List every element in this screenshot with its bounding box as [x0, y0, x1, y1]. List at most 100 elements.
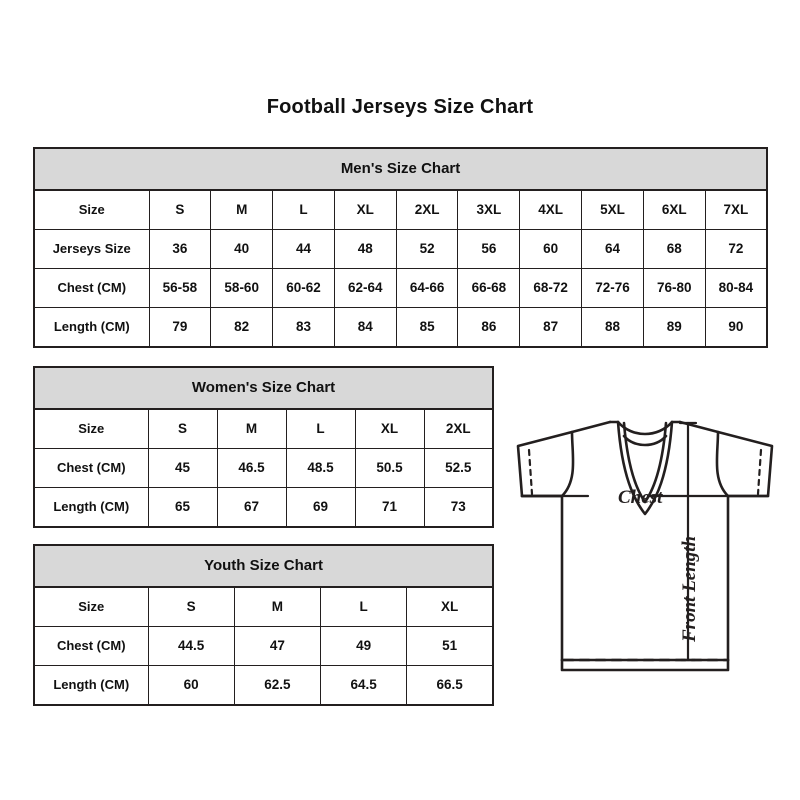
table-row: Length (CM) 79 82 83 84 85 86 87 88 89 9…: [33, 307, 768, 348]
tshirt-measurement-diagram: Chest Front Length: [500, 392, 790, 692]
table-cell: 66-68: [457, 268, 521, 308]
row-label: Length (CM): [33, 487, 149, 528]
table-cell: 85: [395, 307, 459, 348]
youth-table-title: Youth Size Chart: [33, 544, 494, 588]
column-header-m: M: [233, 586, 322, 627]
womens-size-chart-table: Women's Size Chart Size S M L XL 2XL Che…: [33, 366, 495, 528]
table-row: Chest (CM) 45 46.5 48.5 50.5 52.5: [33, 448, 494, 488]
table-cell: 72-76: [581, 268, 644, 308]
table-title-row: Youth Size Chart: [33, 544, 494, 588]
table-cell: 87: [519, 307, 583, 348]
table-cell: 88: [581, 307, 644, 348]
column-header-6xl: 6XL: [642, 189, 706, 230]
table-cell: 65: [147, 487, 218, 528]
left-armhole-seam: [560, 430, 575, 498]
table-cell: 58-60: [210, 268, 274, 308]
front-length-label: Front Length: [679, 536, 700, 643]
table-title-row: Men's Size Chart: [33, 147, 768, 191]
table-cell: 52.5: [423, 448, 494, 488]
table-cell: 47: [233, 626, 322, 666]
table-row: Jerseys Size 36 40 44 48 52 56 60 64 68 …: [33, 229, 768, 269]
column-header-size: Size: [33, 408, 149, 449]
column-header-l: L: [285, 408, 356, 449]
table-cell: 60: [147, 665, 235, 706]
table-cell: 44.5: [147, 626, 235, 666]
mens-table-title: Men's Size Chart: [33, 147, 768, 191]
mens-size-chart-table: Men's Size Chart Size S M L XL 2XL 3XL 4…: [33, 147, 769, 348]
table-cell: 71: [354, 487, 425, 528]
row-label: Jerseys Size: [33, 229, 150, 269]
table-row: Chest (CM) 44.5 47 49 51: [33, 626, 494, 666]
column-header-2xl: 2XL: [423, 408, 494, 449]
table-row: Length (CM) 65 67 69 71 73: [33, 487, 494, 528]
table-cell: 40: [210, 229, 274, 269]
column-header-m: M: [210, 189, 274, 230]
row-label: Chest (CM): [33, 626, 149, 666]
table-cell: 48.5: [285, 448, 356, 488]
column-header-xl: XL: [406, 586, 494, 627]
table-cell: 48: [333, 229, 397, 269]
table-cell: 56-58: [148, 268, 212, 308]
column-header-s: S: [147, 586, 235, 627]
neckline-inner: [622, 421, 668, 504]
table-cell: 62.5: [233, 665, 322, 706]
row-label: Chest (CM): [33, 448, 149, 488]
table-header-row: Size S M L XL 2XL: [33, 408, 494, 449]
table-cell: 66.5: [406, 665, 494, 706]
column-header-4xl: 4XL: [519, 189, 583, 230]
table-header-row: Size S M L XL 2XL 3XL 4XL 5XL 6XL 7XL: [33, 189, 768, 230]
column-header-5xl: 5XL: [581, 189, 644, 230]
table-cell: 56: [457, 229, 521, 269]
column-header-m: M: [216, 408, 287, 449]
right-armhole-seam: [715, 430, 730, 498]
column-header-2xl: 2XL: [395, 189, 459, 230]
table-cell: 64-66: [395, 268, 459, 308]
table-cell: 45: [147, 448, 218, 488]
table-cell: 67: [216, 487, 287, 528]
womens-table-title: Women's Size Chart: [33, 366, 494, 410]
table-cell: 44: [272, 229, 335, 269]
table-cell: 69: [285, 487, 356, 528]
chest-label: Chest: [618, 487, 663, 508]
left-cuff-stitch-dashed: [527, 448, 534, 496]
youth-size-chart-table: Youth Size Chart Size S M L XL Chest (CM…: [33, 544, 495, 706]
table-cell: 64: [581, 229, 644, 269]
table-cell: 68: [642, 229, 706, 269]
page-title: Football Jerseys Size Chart: [266, 96, 534, 118]
table-header-row: Size S M L XL: [33, 586, 494, 627]
table-cell: 68-72: [519, 268, 583, 308]
neckline-outer: [616, 420, 674, 516]
table-cell: 62-64: [333, 268, 397, 308]
row-label: Length (CM): [33, 665, 149, 706]
table-cell: 36: [148, 229, 212, 269]
table-cell: 64.5: [319, 665, 408, 706]
table-cell: 80-84: [704, 268, 768, 308]
column-header-3xl: 3XL: [457, 189, 521, 230]
table-cell: 90: [704, 307, 768, 348]
table-cell: 46.5: [216, 448, 287, 488]
table-cell: 50.5: [354, 448, 425, 488]
column-header-s: S: [147, 408, 218, 449]
table-cell: 89: [642, 307, 706, 348]
table-cell: 60-62: [272, 268, 335, 308]
column-header-xl: XL: [333, 189, 397, 230]
table-cell: 83: [272, 307, 335, 348]
table-cell: 84: [333, 307, 397, 348]
table-row: Length (CM) 60 62.5 64.5 66.5: [33, 665, 494, 706]
table-cell: 82: [210, 307, 274, 348]
bottom-hem-band: [560, 658, 730, 672]
table-cell: 72: [704, 229, 768, 269]
table-row: Chest (CM) 56-58 58-60 60-62 62-64 64-66…: [33, 268, 768, 308]
column-header-xl: XL: [354, 408, 425, 449]
neckline-collar-arc: [622, 434, 668, 447]
column-header-l: L: [319, 586, 408, 627]
table-cell: 73: [423, 487, 494, 528]
row-label: Length (CM): [33, 307, 150, 348]
table-cell: 49: [319, 626, 408, 666]
column-header-size: Size: [33, 586, 149, 627]
column-header-s: S: [148, 189, 212, 230]
table-title-row: Women's Size Chart: [33, 366, 494, 410]
table-cell: 76-80: [642, 268, 706, 308]
row-label: Chest (CM): [33, 268, 150, 308]
column-header-size: Size: [33, 189, 150, 230]
